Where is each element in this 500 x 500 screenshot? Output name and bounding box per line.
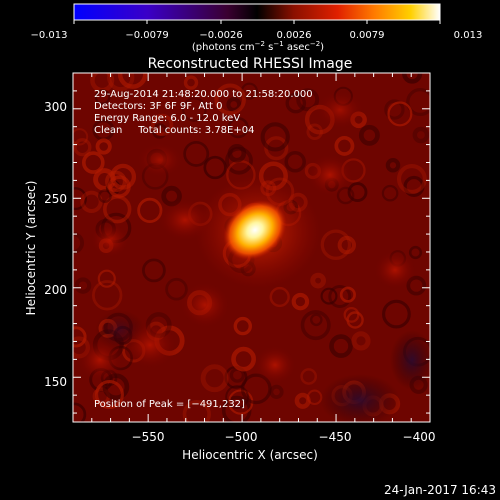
colorbar [73,3,441,21]
info-energy-range: Energy Range: 6.0 - 12.0 keV [94,113,240,124]
info-time-range: 29-Aug-2014 21:48:20.000 to 21:58:20.000 [94,89,313,100]
sidelobe-ring [117,73,148,89]
sidelobe-ring [183,75,199,90]
x-tick-label: −450 [319,430,352,444]
y-tick-label: 250 [44,192,67,206]
sidelobe-ring [406,87,430,117]
sidelobe-ring [343,306,360,323]
sidelobe-ring [402,73,423,84]
sidelobe-ring [358,124,380,146]
sidelobe-ring [385,158,401,173]
y-tick-label: 200 [44,283,67,297]
sidelobe-ring [285,92,307,114]
x-axis-label: Heliocentric X (arcsec) [182,448,318,462]
sidelobe-ring [296,88,320,112]
sidelobe-ring [200,364,229,393]
sidelobe-ring [95,380,124,409]
colorbar-tick-label: 0.013 [454,30,483,41]
colorbar-tick-label: −0.0079 [125,30,168,41]
sidelobe-ring [98,189,112,204]
sidelobe-ring [107,73,135,92]
sidelobe-ring [309,313,323,327]
x-tick-label: −400 [403,430,436,444]
sidelobe-ring [382,299,411,329]
sidelobe-ring [74,277,92,294]
sidelobe-ring [412,126,430,144]
sidelobe-ring [310,272,327,289]
sidelobe-ring [337,235,356,255]
y-tick-label: 300 [44,100,67,114]
sidelobe-ring [80,190,103,214]
sidelobe-ring [260,122,290,152]
colorbar-units: (photons cm−2 s−1 asec−2) [192,40,324,53]
sidelobe-ring [291,292,310,311]
sidelobe-ring [320,287,338,305]
sidelobe-ring [403,175,425,197]
colorbar-tick-label: 0.0079 [350,30,385,41]
sidelobe-ring [73,402,87,422]
info-clean-counts: Clean Total counts: 3.78E+04 [94,125,254,136]
sidelobe-ring [91,280,123,311]
peak-source [223,200,287,260]
info-detectors: Detectors: 3F 6F 9F, Att 0 [94,101,222,112]
chart-title: Reconstructed RHESSI Image [148,56,353,72]
sidelobe-ring [95,138,112,155]
y-axis-label: Heliocentric Y (arcsec) [24,181,38,316]
sidelobe-ring [105,170,127,193]
sidelobe-ring [300,368,318,385]
sidelobe-ring [73,187,87,211]
sidelobe-ring [339,286,356,303]
sidelobe-ring [73,138,92,157]
sidelobe-ring [351,331,371,351]
sidelobe-ring [151,113,174,136]
sidelobe-ring [334,135,355,156]
sidelobe-ring [300,310,331,341]
sidelobe-ring [408,245,423,260]
y-tick-label: 150 [44,375,67,389]
colorbar-tick-label: −0.013 [30,30,67,41]
x-tick-label: −550 [132,430,165,444]
sidelobe-ring [347,182,368,203]
sidelobe-ring [73,326,87,348]
sidelobe-ring [240,82,258,100]
footer-date: 24-Jan-2017 16:43 [384,483,496,497]
sidelobe-ring [381,184,399,202]
sidelobe-ring [284,151,306,173]
sidelobe-ring [225,385,250,409]
sidelobe-ring [233,316,253,336]
sidelobe-ring [97,269,116,288]
sidelobe-ring [82,151,105,174]
sidelobe-ring [214,83,246,116]
sidelobe-ring [227,144,247,163]
sidelobe-ring [110,163,137,190]
sidelobe-ring [151,123,168,139]
sidelobe-ring [231,346,257,372]
colorbar-tick-label: −0.0026 [199,30,242,41]
sidelobe-ring [182,97,207,122]
sidelobe-ring [328,285,352,308]
sidelobe-ring [183,140,210,167]
sidelobe-ring [387,101,413,127]
sidelobe-ring [227,116,249,139]
sidelobe-ring [320,229,352,260]
colorbar-tick-label: 0.0026 [277,30,312,41]
sidelobe-ring [384,99,405,120]
sidelobe-ring [141,258,166,283]
sidelobe-ring [294,392,311,409]
heatmap-image [73,73,430,422]
sidelobe-ring [226,97,242,112]
sidelobe-ring [94,89,111,105]
plot-frame [72,72,431,423]
sidelobe-ring [269,286,290,308]
sidelobe-ring [182,400,211,422]
x-tick-label: −500 [225,430,258,444]
colorbar-ticks [73,20,441,24]
sidelobe-ring [329,334,353,358]
sidelobe-ring [73,128,89,146]
sidelobe-ring [203,155,227,180]
sidelobe-ring [396,164,427,194]
peak-position-label: Position of Peak = [−491,232] [94,399,245,410]
